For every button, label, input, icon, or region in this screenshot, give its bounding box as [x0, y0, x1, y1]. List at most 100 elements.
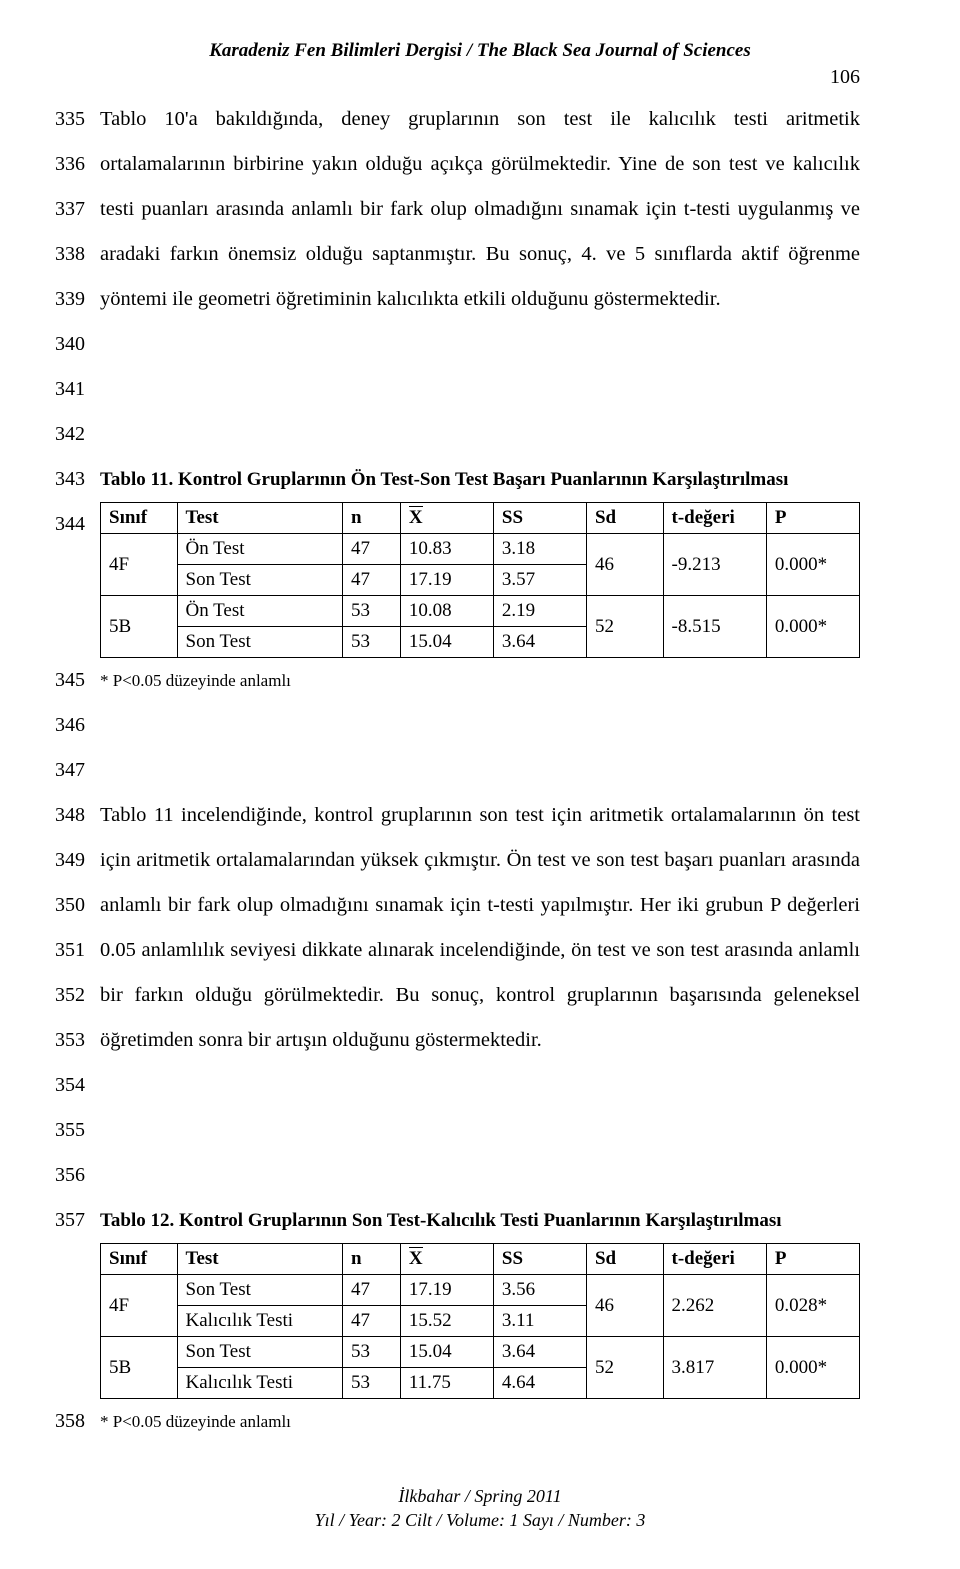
- blank-line: [100, 322, 860, 367]
- line-number: 351: [40, 928, 85, 973]
- table-row: 4FÖn Test4710.833.1846-9.2130.000*: [101, 534, 860, 565]
- line-number: 349: [40, 838, 85, 883]
- table-cell: 3.64: [493, 627, 586, 658]
- line-number: 344: [40, 502, 85, 547]
- col-sd: Sd: [586, 1244, 663, 1275]
- blank-line: [100, 1108, 860, 1153]
- table-cell: Son Test: [177, 1337, 342, 1368]
- table-cell: 15.04: [400, 627, 493, 658]
- col-sinif: Sınıf: [101, 1244, 178, 1275]
- line-number: 347: [40, 748, 85, 793]
- table-cell: 10.08: [400, 596, 493, 627]
- blank-line: [100, 1063, 860, 1108]
- line-number: 346: [40, 703, 85, 748]
- col-xbar: X: [400, 1244, 493, 1275]
- line-number: 350: [40, 883, 85, 928]
- table-cell: Ön Test: [177, 534, 342, 565]
- table-cell: 3.57: [493, 565, 586, 596]
- table-cell: 46: [586, 534, 663, 596]
- table-cell: 17.19: [400, 1275, 493, 1306]
- table-cell: 0.000*: [766, 1337, 859, 1399]
- line-number: 341: [40, 367, 85, 412]
- table-cell: 0.000*: [766, 534, 859, 596]
- blank-line: [100, 703, 860, 748]
- col-xbar: X: [400, 503, 493, 534]
- line-numbers-block1: 335336337338339340341342343344: [40, 97, 85, 547]
- col-n: n: [342, 1244, 400, 1275]
- col-p: P: [766, 1244, 859, 1275]
- line-numbers-block2: 345346347348349350351352353354355356357: [40, 658, 85, 1243]
- table-cell: 46: [586, 1275, 663, 1337]
- line-number: 343: [40, 457, 85, 502]
- col-n: n: [342, 503, 400, 534]
- table-cell: 4.64: [493, 1368, 586, 1399]
- table-cell: 47: [342, 565, 400, 596]
- col-t: t-değeri: [663, 503, 766, 534]
- table-cell: Son Test: [177, 1275, 342, 1306]
- col-t: t-değeri: [663, 1244, 766, 1275]
- table-cell: -8.515: [663, 596, 766, 658]
- table-cell: 47: [342, 534, 400, 565]
- line-number: 352: [40, 973, 85, 1018]
- table-cell: 3.56: [493, 1275, 586, 1306]
- table-cell: 4F: [101, 1275, 178, 1337]
- table-cell: -9.213: [663, 534, 766, 596]
- line-number: 354: [40, 1063, 85, 1108]
- blank-line: [100, 367, 860, 412]
- blank-line: [100, 1153, 860, 1198]
- table-cell: 15.04: [400, 1337, 493, 1368]
- table-cell: 11.75: [400, 1368, 493, 1399]
- table11: Sınıf Test n X SS Sd t-değeri P 4FÖn Tes…: [100, 502, 860, 658]
- body: 335336337338339340341342343344 Tablo 10'…: [100, 97, 860, 1444]
- table-cell: 52: [586, 1337, 663, 1399]
- table-row: 5BÖn Test5310.082.1952-8.5150.000*: [101, 596, 860, 627]
- col-sinif: Sınıf: [101, 503, 178, 534]
- table-cell: 3.817: [663, 1337, 766, 1399]
- table-cell: 2.19: [493, 596, 586, 627]
- table-cell: 17.19: [400, 565, 493, 596]
- xbar-symbol: X: [409, 507, 423, 528]
- table-cell: 0.000*: [766, 596, 859, 658]
- table11-caption: Tablo 11. Kontrol Gruplarının Ön Test-So…: [100, 457, 860, 502]
- line-number: 345: [40, 658, 85, 703]
- line-number: 358: [40, 1399, 85, 1444]
- table12: Sınıf Test n X SS Sd t-değeri P 4FSon Te…: [100, 1243, 860, 1399]
- table12-footnote: * P<0.05 düzeyinde anlamlı: [100, 1399, 860, 1444]
- line-number: 336: [40, 142, 85, 187]
- table-cell: 15.52: [400, 1306, 493, 1337]
- journal-header: Karadeniz Fen Bilimleri Dergisi / The Bl…: [100, 40, 860, 62]
- table-cell: Kalıcılık Testi: [177, 1306, 342, 1337]
- blank-line: [100, 412, 860, 457]
- table-cell: 53: [342, 1368, 400, 1399]
- line-number: 340: [40, 322, 85, 367]
- line-number-358: 358: [40, 1399, 85, 1444]
- line-number: 355: [40, 1108, 85, 1153]
- line-number: 337: [40, 187, 85, 232]
- line-number: 356: [40, 1153, 85, 1198]
- line-number: 335: [40, 97, 85, 142]
- paragraph-2: Tablo 11 incelendiğinde, kontrol gruplar…: [100, 793, 860, 1063]
- table-cell: 2.262: [663, 1275, 766, 1337]
- col-test: Test: [177, 1244, 342, 1275]
- col-ss: SS: [493, 503, 586, 534]
- footer-line1: İlkbahar / Spring 2011: [100, 1484, 860, 1508]
- line-number: 342: [40, 412, 85, 457]
- footer: İlkbahar / Spring 2011 Yıl / Year: 2 Cil…: [100, 1484, 860, 1532]
- table-cell: 4F: [101, 534, 178, 596]
- table-cell: 3.64: [493, 1337, 586, 1368]
- table-cell: 10.83: [400, 534, 493, 565]
- xbar-symbol: X: [409, 1248, 423, 1269]
- line-number: 348: [40, 793, 85, 838]
- table-cell: 52: [586, 596, 663, 658]
- table-header-row: Sınıf Test n X SS Sd t-değeri P: [101, 503, 860, 534]
- col-test: Test: [177, 503, 342, 534]
- table-cell: 3.11: [493, 1306, 586, 1337]
- line-number: 338: [40, 232, 85, 277]
- table-cell: Ön Test: [177, 596, 342, 627]
- footer-line2: Yıl / Year: 2 Cilt / Volume: 1 Sayı / Nu…: [100, 1508, 860, 1532]
- blank-line: [100, 748, 860, 793]
- page: Karadeniz Fen Bilimleri Dergisi / The Bl…: [0, 0, 960, 1569]
- table-cell: 47: [342, 1306, 400, 1337]
- table-cell: 53: [342, 596, 400, 627]
- table12-caption: Tablo 12. Kontrol Gruplarının Son Test-K…: [100, 1198, 860, 1243]
